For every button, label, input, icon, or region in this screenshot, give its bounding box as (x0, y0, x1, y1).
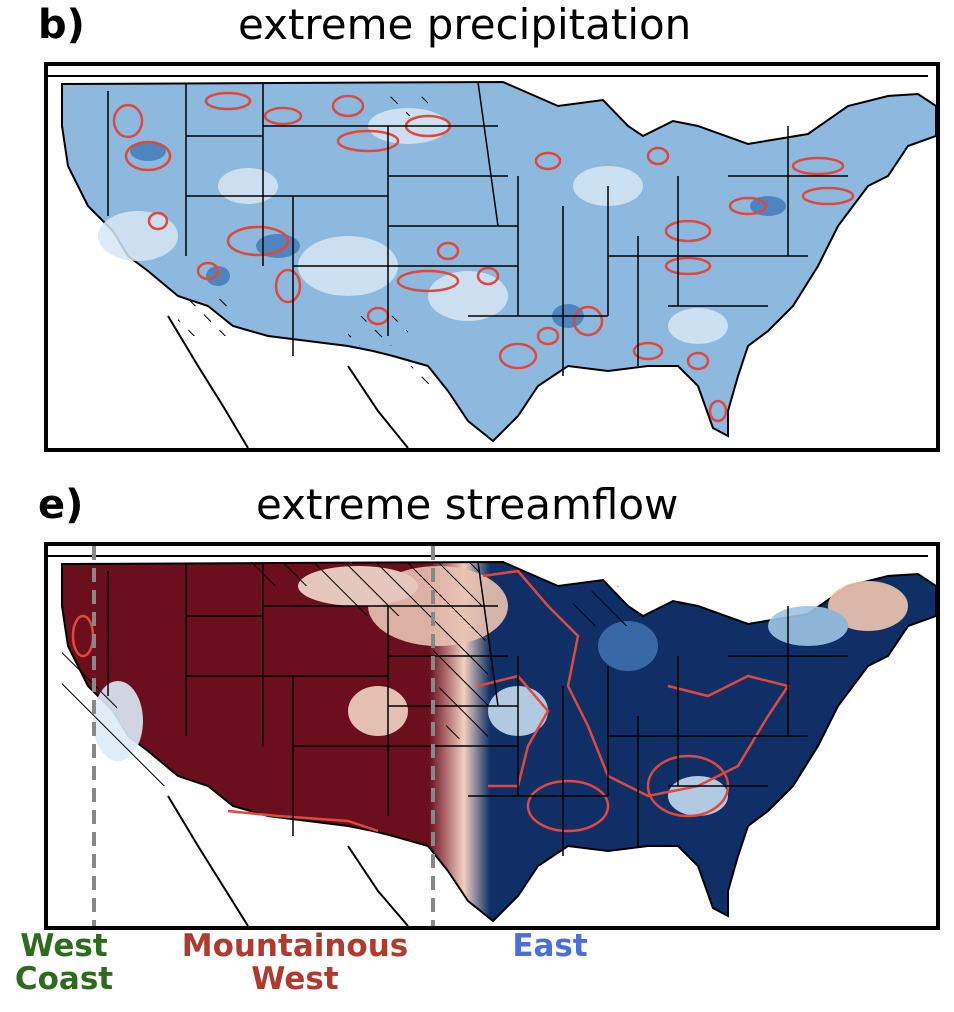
region-label-mountainous-west-line1: Mountainous (181, 928, 409, 964)
precipitation-map (44, 62, 940, 452)
panel-e-letter: e) (38, 482, 84, 528)
region-label-west-coast-line1: West (20, 928, 108, 964)
state-boundaries (107, 561, 848, 856)
precipitation-map-svg (48, 75, 936, 448)
precip-contours (112, 91, 855, 423)
region-label-west-coast-line2: Coast (14, 961, 114, 998)
panel-b-letter: b) (38, 2, 85, 48)
mexico-coast (167, 795, 409, 926)
region-label-east-line1: East (512, 928, 588, 964)
panel-b-title: extreme precipitation (238, 0, 692, 49)
precip-dark-areas (130, 141, 786, 328)
region-label-east: East (500, 928, 600, 964)
mexico-coast (167, 315, 409, 448)
streamflow-map (44, 542, 940, 930)
state-boundaries (107, 81, 848, 376)
region-label-mountainous-west-line2: West (251, 961, 339, 998)
streamflow-map-svg (48, 546, 936, 926)
region-label-mountainous-west: Mountainous West (170, 928, 420, 998)
streamflow-hatching (62, 562, 628, 786)
precip-hatching (178, 96, 438, 386)
streamflow-contours (71, 569, 791, 833)
region-label-west-coast: West Coast (0, 928, 128, 998)
panel-e-title: extreme streamflow (256, 480, 679, 529)
